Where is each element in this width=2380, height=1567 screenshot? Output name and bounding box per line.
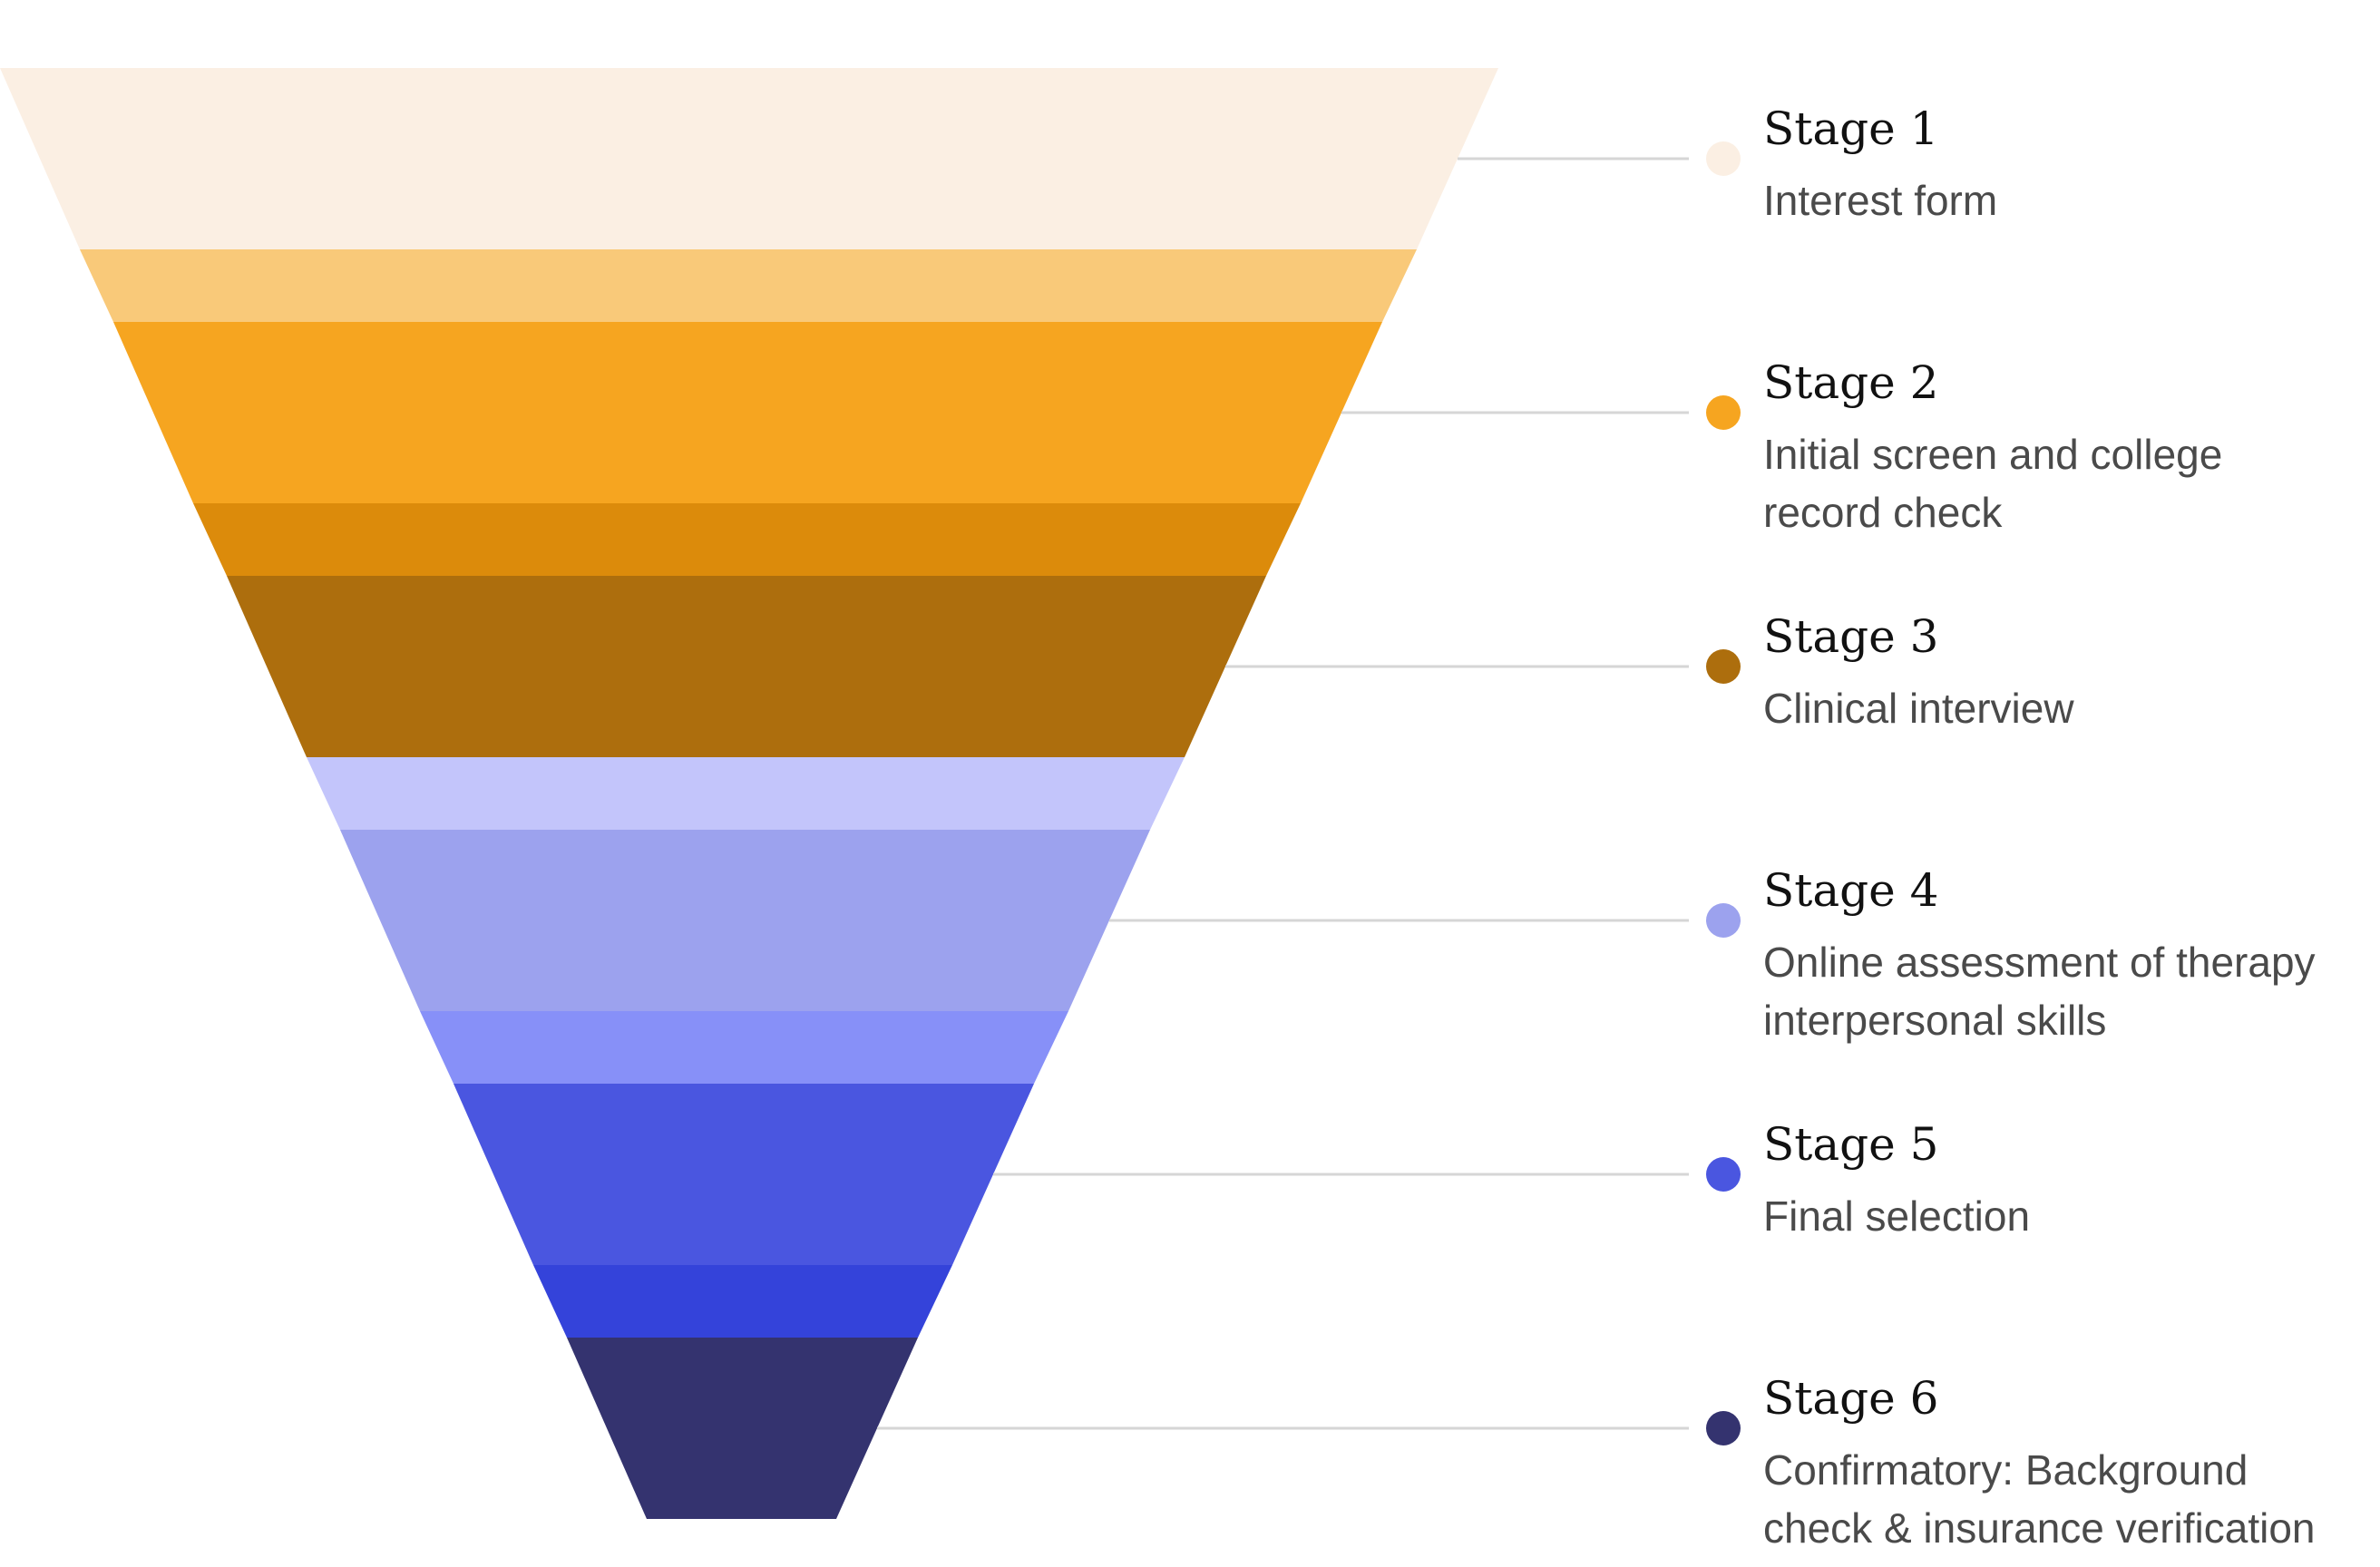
- stage-2-marker-dot: [1706, 395, 1741, 430]
- stage-6-band: [567, 1338, 918, 1519]
- stage-4-title: Stage 4: [1763, 864, 1938, 917]
- stage-5-marker-dot: [1706, 1157, 1741, 1192]
- stage-1-band: [0, 68, 1498, 249]
- stage-3-title: Stage 3: [1763, 610, 1938, 663]
- stage-4-band: [340, 830, 1150, 1011]
- stage-2-description-line-1: Initial screen and college: [1763, 431, 2222, 478]
- stage-2-title: Stage 2: [1763, 356, 1938, 409]
- stage-6-connector: [533, 1265, 952, 1338]
- stage-2-band: [113, 322, 1382, 503]
- stage-6-description-line-1: Confirmatory: Background: [1763, 1446, 2248, 1494]
- stage-5-title: Stage 5: [1763, 1118, 1938, 1171]
- stage-3-description-line-1: Clinical interview: [1763, 685, 2074, 732]
- stage-5-band: [454, 1084, 1034, 1265]
- stage-1-marker-dot: [1706, 141, 1741, 176]
- stage-4-marker-dot: [1706, 903, 1741, 938]
- stage-2-connector: [80, 249, 1417, 322]
- stage-1-description-line-1: Interest form: [1763, 177, 1997, 224]
- stage-4-description-line-1: Online assessment of therapy: [1763, 939, 2316, 986]
- stage-6-description-line-2: check & insurance verification: [1763, 1504, 2316, 1552]
- stage-3-band: [227, 576, 1266, 757]
- stage-6-marker-dot: [1706, 1411, 1741, 1445]
- stage-3-connector: [193, 503, 1301, 576]
- stage-3-marker-dot: [1706, 649, 1741, 684]
- stage-5-connector: [420, 1011, 1068, 1084]
- stage-2-description-line-2: record check: [1763, 489, 2003, 536]
- stage-6-title: Stage 6: [1763, 1372, 1938, 1425]
- stage-4-connector: [307, 757, 1185, 830]
- stage-1-title: Stage 1: [1763, 102, 1938, 155]
- stage-5-description-line-1: Final selection: [1763, 1192, 2030, 1240]
- stage-4-description-line-2: interpersonal skills: [1763, 997, 2106, 1044]
